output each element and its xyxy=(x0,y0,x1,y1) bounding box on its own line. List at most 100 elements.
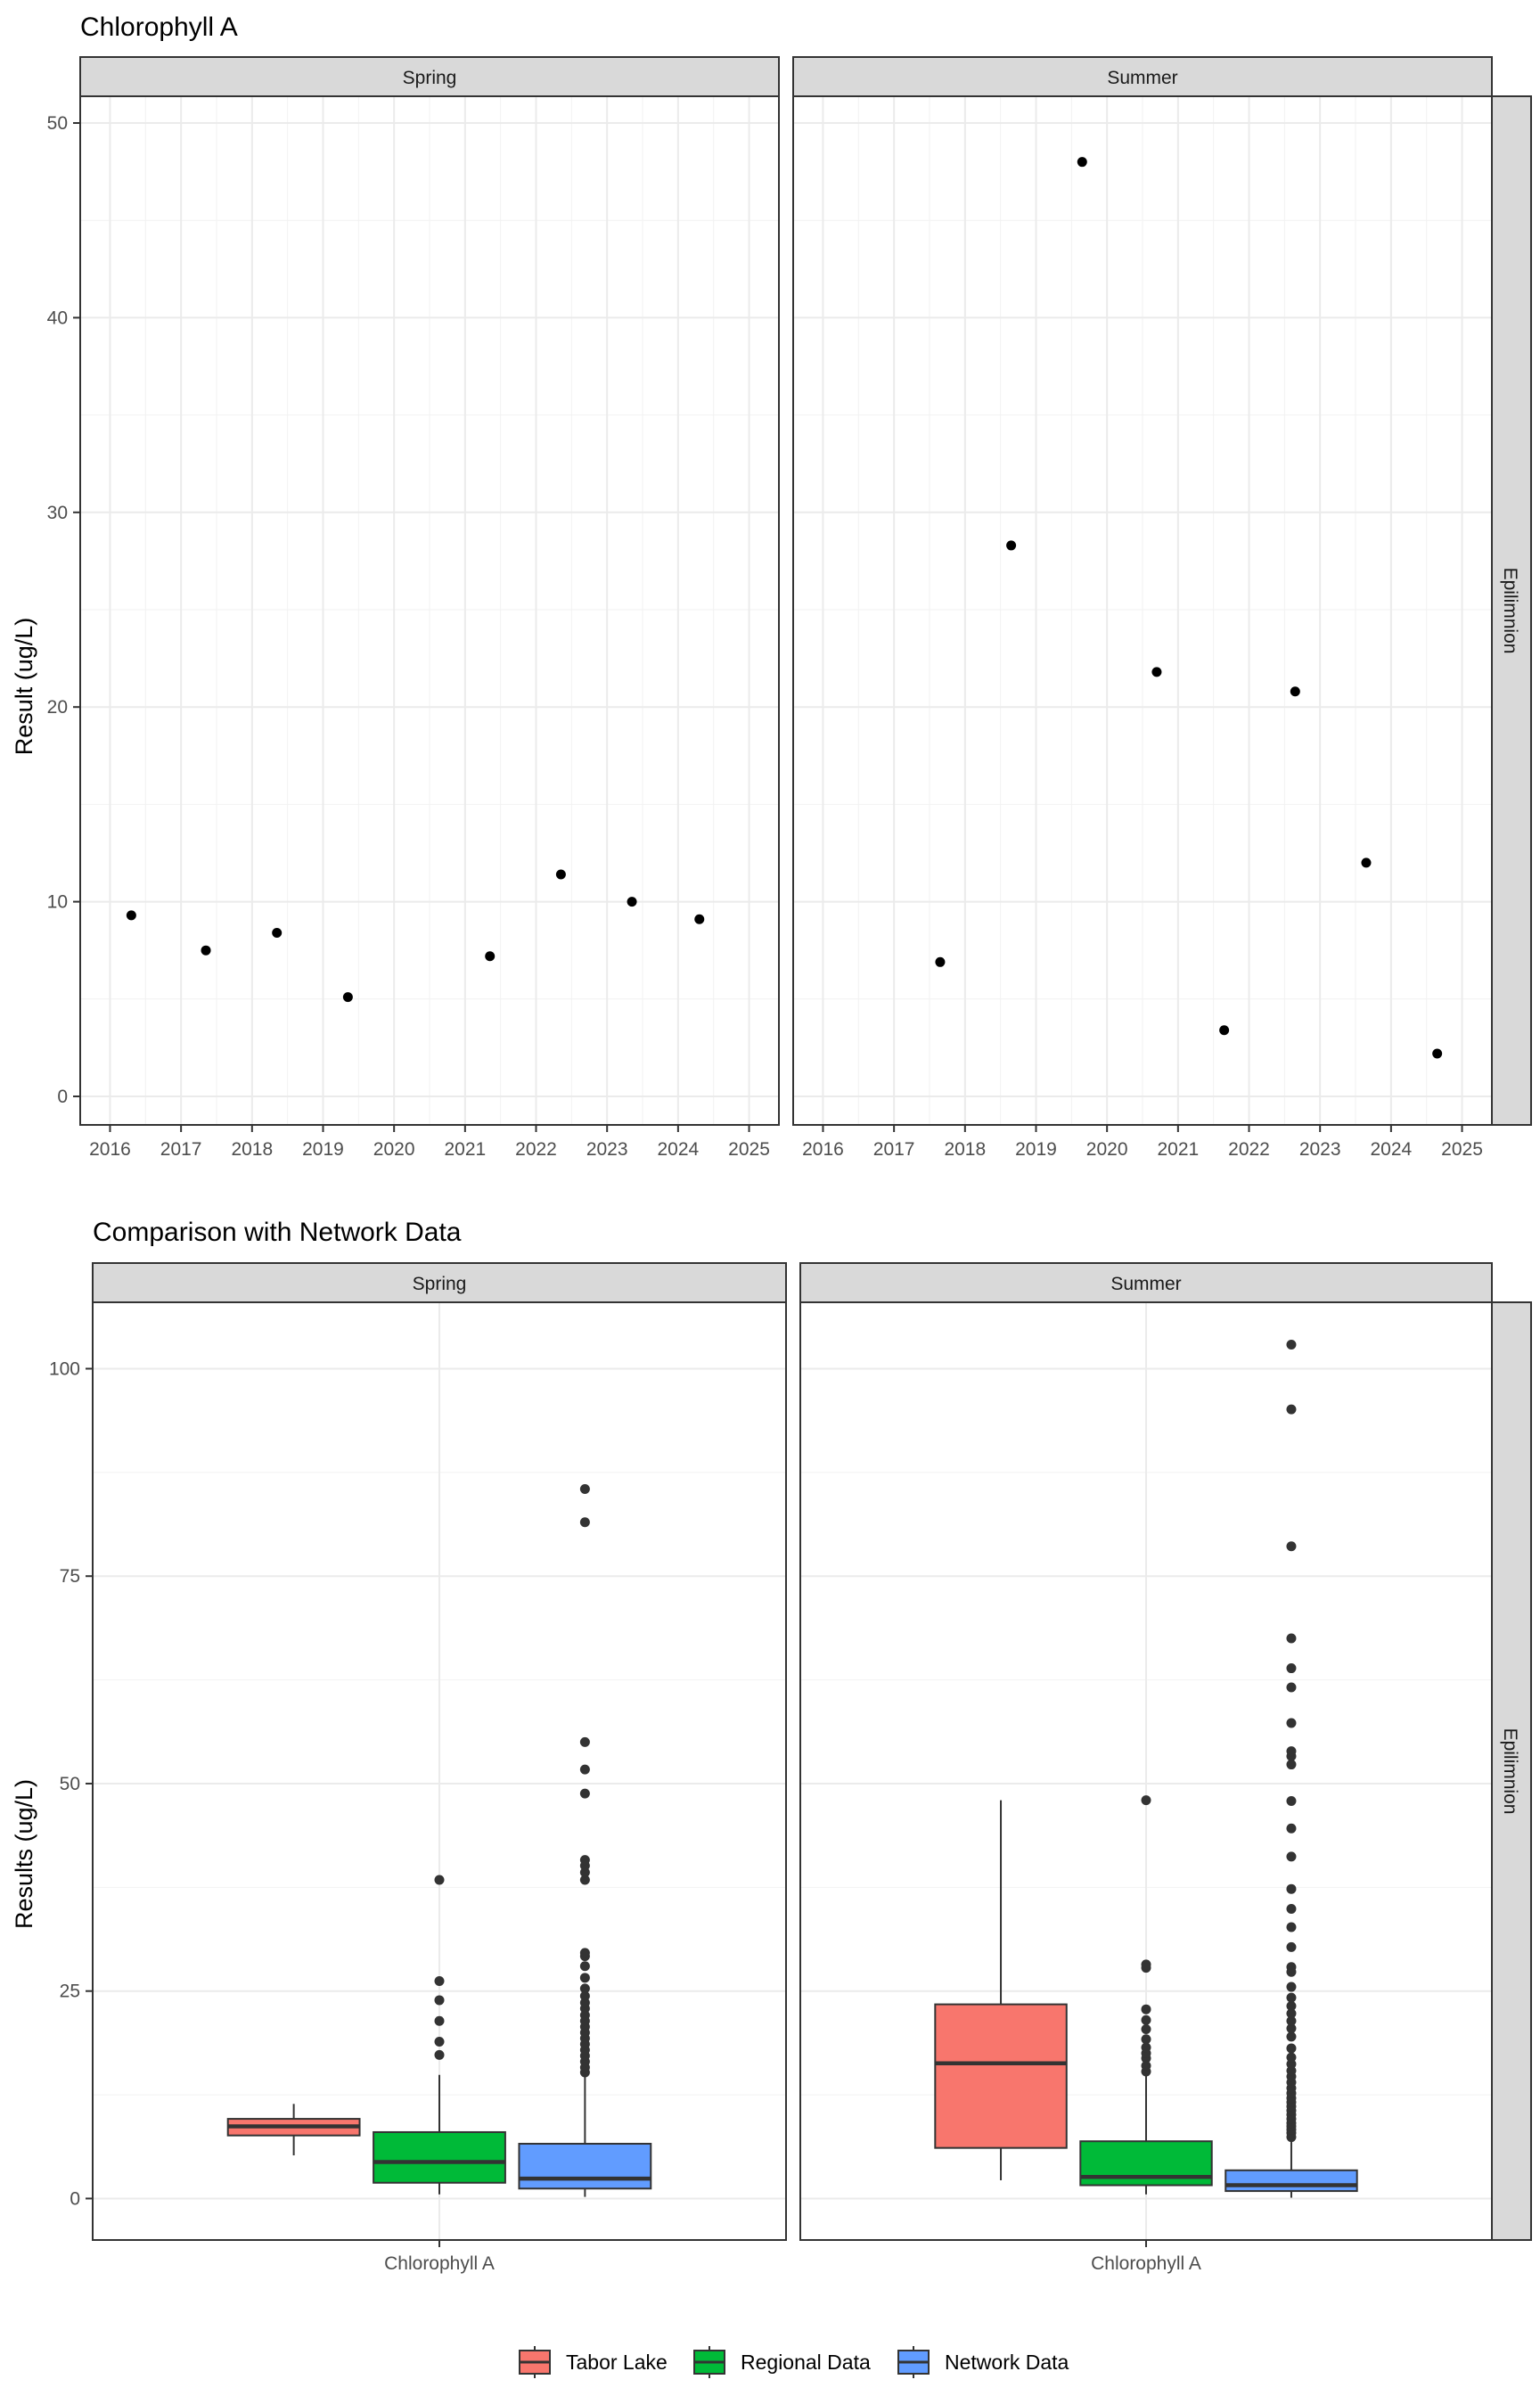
scatter-point xyxy=(1361,857,1372,868)
boxplot-outlier-network-data xyxy=(579,1788,590,1799)
scatter-y-tick-label: 0 xyxy=(57,1087,68,1107)
scatter-x-tick-label: 2023 xyxy=(1299,1139,1341,1160)
boxplot-outlier-network-data xyxy=(1286,2031,1297,2042)
boxplot-panel-summer: Summer Chlorophyll A xyxy=(799,1262,1493,2274)
scatter-x-tick-label: 2023 xyxy=(586,1139,628,1160)
boxplot-outlier-network-data xyxy=(1286,1992,1297,2003)
scatter-x-tick-label: 2018 xyxy=(231,1139,273,1160)
boxplot-outlier-regional-data xyxy=(434,2015,445,2026)
boxplot-strip-summer xyxy=(799,1262,1493,1303)
scatter-point xyxy=(342,992,353,1003)
scatter-x-tick-label: 2017 xyxy=(160,1139,202,1160)
scatter-x-tick-label: 2022 xyxy=(1228,1139,1270,1160)
scatter-y-axis: 0 10 20 30 40 50 xyxy=(47,113,80,1107)
scatter-point xyxy=(555,869,566,880)
boxplot-strip-label-epilimnion: Epilimnion xyxy=(1500,1728,1520,1815)
boxplot-outlier-network-data xyxy=(579,1764,590,1775)
boxplot-outlier-network-data xyxy=(579,1855,590,1866)
boxplot-y-axis-title: Results (ug/L) xyxy=(11,1779,37,1929)
boxplot-outlier-regional-data xyxy=(1141,2060,1151,2071)
boxplot-outlier-regional-data xyxy=(1141,2042,1151,2053)
boxplot-outlier-regional-data xyxy=(1141,2004,1151,2014)
scatter-x-tick-label: 2024 xyxy=(1371,1139,1413,1160)
scatter-point xyxy=(694,914,705,924)
boxplot-boxes-spring xyxy=(226,1483,652,2197)
boxplot-box-network-data xyxy=(1225,2169,1358,2193)
boxplot-outlier-network-data xyxy=(579,1948,590,1958)
scatter-point xyxy=(935,956,946,967)
boxplot-outlier-network-data xyxy=(1286,1541,1297,1552)
boxplot-outlier-network-data xyxy=(1286,1883,1297,1894)
boxplot-outlier-network-data xyxy=(1286,1746,1297,1757)
legend-item-tabor-lake: Tabor Lake xyxy=(519,2346,668,2378)
boxplot-outlier-network-data xyxy=(1286,1760,1297,1770)
scatter-gridlines-spring xyxy=(80,96,779,1125)
scatter-title: Chlorophyll A xyxy=(80,12,238,42)
legend-label-tabor-lake: Tabor Lake xyxy=(566,2351,668,2374)
boxplot-outlier-network-data xyxy=(1286,2000,1297,2011)
boxplot-outlier-network-data xyxy=(1286,1339,1297,1350)
boxplot-chart: Comparison with Network Data Results (ug… xyxy=(11,1218,1532,2274)
scatter-point xyxy=(485,951,496,962)
boxplot-outlier-network-data xyxy=(579,1973,590,1983)
boxplot-outlier-network-data xyxy=(1286,2023,1297,2034)
boxplot-y-tick-label: 25 xyxy=(60,1982,80,2002)
boxplot-outlier-network-data xyxy=(1286,2043,1297,2054)
legend: Tabor Lake Regional Data Network Data xyxy=(519,2346,1069,2378)
scatter-x-tick-label: 2016 xyxy=(89,1139,131,1160)
boxplot-panel-spring: Spring Chlorophyll A xyxy=(92,1262,787,2274)
boxplot-outlier-network-data xyxy=(1286,1796,1297,1807)
boxplot-outlier-network-data xyxy=(579,1961,590,1972)
legend-item-regional-data: Regional Data xyxy=(693,2346,871,2378)
scatter-y-axis-title: Result (ug/L) xyxy=(11,618,37,756)
boxplot-outlier-network-data xyxy=(1286,1633,1297,1644)
boxplot-outlier-network-data xyxy=(579,1517,590,1528)
boxplot-outlier-network-data xyxy=(1286,1823,1297,1834)
boxplot-box-tabor-lake xyxy=(934,2003,1068,2149)
scatter-chart: Chlorophyll A Result (ug/L) Spring 2016 2… xyxy=(11,12,1532,1160)
scatter-x-tick-label: 2025 xyxy=(728,1139,770,1160)
boxplot-y-axis: 0 25 50 75 100 xyxy=(49,1358,93,2209)
boxplot-strip-epilimnion xyxy=(1491,1301,1532,2241)
boxplot-outlier-network-data xyxy=(1286,2008,1297,2019)
boxplot-outlier-regional-data xyxy=(1141,2034,1151,2045)
scatter-points-spring xyxy=(126,869,705,1003)
scatter-strip-summer xyxy=(792,56,1493,97)
scatter-x-axis-summer: 2016 2017 2018 2019 2020 2021 2022 2023 2024 2025 xyxy=(802,1125,1483,1160)
boxplot-outlier-network-data xyxy=(1286,2052,1297,2063)
boxplot-outlier-regional-data xyxy=(434,1976,445,1987)
boxplot-x-tick-label-spring: Chlorophyll A xyxy=(384,2253,495,2274)
scatter-x-tick-label: 2018 xyxy=(944,1139,986,1160)
scatter-point xyxy=(1432,1048,1443,1059)
scatter-point xyxy=(1006,540,1017,551)
scatter-point xyxy=(1077,157,1087,168)
scatter-y-tick-label: 10 xyxy=(47,892,68,913)
scatter-panel-border-spring xyxy=(79,95,780,1126)
boxplot-strip-label-spring: Spring xyxy=(413,1274,467,1294)
scatter-y-tick-label: 50 xyxy=(47,113,68,134)
boxplot-outlier-network-data xyxy=(1286,1851,1297,1862)
scatter-x-axis-spring: 2016 2017 2018 2019 2020 2021 2022 2023 2024 2025 xyxy=(89,1125,770,1160)
scatter-point xyxy=(1219,1025,1230,1036)
boxplot-outlier-network-data xyxy=(579,1483,590,1494)
boxplot-x-tick-label-summer: Chlorophyll A xyxy=(1091,2253,1201,2274)
boxplot-outlier-network-data xyxy=(1286,1404,1297,1415)
boxplot-y-tick-label: 0 xyxy=(70,2188,80,2209)
boxplot-outlier-network-data xyxy=(1286,1718,1297,1728)
scatter-x-tick-label: 2016 xyxy=(802,1139,844,1160)
scatter-point xyxy=(1290,686,1300,697)
scatter-x-tick-label: 2021 xyxy=(444,1139,486,1160)
scatter-x-tick-label: 2020 xyxy=(1086,1139,1128,1160)
scatter-x-tick-label: 2025 xyxy=(1441,1139,1483,1160)
boxplot-box-network-data xyxy=(518,2143,652,2190)
boxplot-outlier-regional-data xyxy=(1141,2014,1151,2025)
scatter-strip-spring xyxy=(79,56,780,97)
legend-item-network-data: Network Data xyxy=(897,2346,1069,2378)
boxplot-outlier-network-data xyxy=(1286,1904,1297,1915)
boxplot-outlier-network-data xyxy=(1286,1682,1297,1693)
scatter-y-tick-label: 40 xyxy=(47,308,68,328)
scatter-x-tick-label: 2021 xyxy=(1157,1139,1199,1160)
scatter-gridlines-summer xyxy=(793,96,1492,1125)
scatter-strip-label-epilimnion: Epilimnion xyxy=(1500,568,1520,654)
boxplot-outlier-regional-data xyxy=(434,1995,445,2006)
